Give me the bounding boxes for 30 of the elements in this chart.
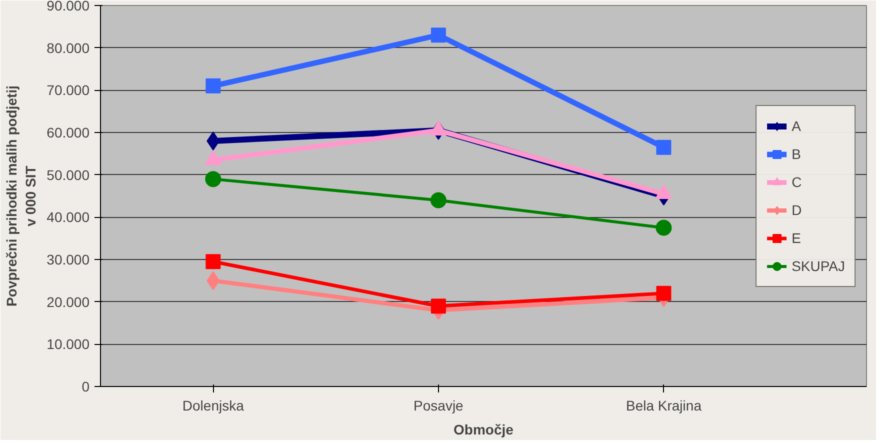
x-axis-title: Območje	[454, 422, 514, 438]
legend-label: B	[792, 146, 802, 162]
x-tick-label: Posavje	[414, 398, 464, 414]
y-axis-title: Povprečni prihodki malih podjetij v 000 SIT	[3, 86, 39, 306]
y-tick-label: 0	[82, 378, 90, 394]
y-tick-label: 30.000	[46, 252, 90, 268]
legend-label: E	[792, 230, 802, 246]
y-tick-label: 10.000	[46, 336, 90, 352]
y-tick-label: 70.000	[46, 82, 90, 98]
point	[430, 28, 446, 43]
y-tick-label: 40.000	[46, 209, 90, 226]
x-tick-label: Dolenjska	[182, 398, 244, 414]
y-tick-label: 60.000	[46, 124, 90, 140]
point	[430, 298, 446, 314]
point	[206, 78, 221, 94]
y-tick-label: 80.000	[46, 40, 90, 56]
y-tick-label: 90.000	[46, 0, 90, 14]
y-tick-label: 20.000	[46, 294, 90, 310]
legend-label: C	[792, 174, 803, 190]
point	[656, 286, 672, 301]
x-tick-label: Bela Krajina	[626, 398, 702, 414]
point	[205, 171, 222, 188]
point	[206, 254, 221, 270]
point	[430, 192, 446, 208]
legend-label: D	[792, 202, 803, 218]
legend-label: A	[792, 118, 802, 134]
legend-label: SKUPAJ	[792, 258, 845, 274]
point	[656, 220, 672, 236]
point	[656, 140, 672, 155]
y-tick-label: 50.000	[46, 166, 90, 183]
